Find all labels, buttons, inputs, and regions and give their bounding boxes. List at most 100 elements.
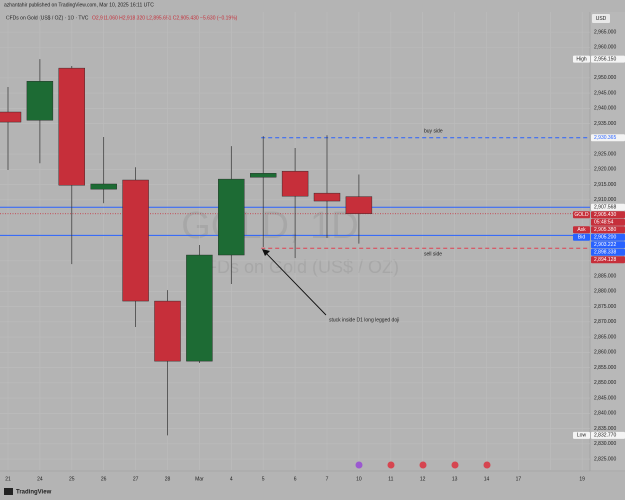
y-tick-label: 2,840.000 [594,411,616,417]
x-tick-label: 25 [69,476,75,482]
y-tick-label: 2,845.000 [594,395,616,401]
x-tick-label: 5 [262,476,265,482]
y-tick-label: 2,855.000 [594,365,616,371]
price-marker-tag [573,55,590,63]
price-marker-label: 2,905.380 [594,227,616,233]
currency[interactable]: USD [596,16,607,22]
price-marker [591,55,625,63]
published-note: azhantahir published on TradingView.com,… [4,2,154,8]
event-flag[interactable] [387,461,395,469]
price-marker-label: 2,956.150 [594,56,616,62]
y-tick-label: 2,935.000 [594,121,616,127]
y-tick-label: 2,950.000 [594,75,616,81]
x-tick-label: 19 [579,476,585,482]
candle-body [58,67,85,186]
y-tick-label: 2,875.000 [594,304,616,310]
annotation: sell side [424,251,442,257]
annotation: buy side [424,128,443,134]
x-tick-label: 12 [420,476,426,482]
watermark-subtitle: CFDs on Gold (US$ / OZ) [193,257,399,277]
x-tick-label: 13 [452,476,458,482]
y-tick-label: 2,910.000 [594,197,616,203]
price-marker [591,241,625,249]
event-flag[interactable] [483,461,491,469]
candle-body [345,196,373,214]
event-flag[interactable] [451,461,459,469]
x-tick-label: 27 [133,476,139,482]
candle-body [186,254,213,362]
price-marker-label: 2,894.128 [594,257,616,263]
candle-body [0,111,22,123]
price-marker [591,218,625,226]
y-tick-label: 2,850.000 [594,380,616,386]
candle-body [122,179,149,302]
x-tick-label: Mar [195,476,204,482]
price-marker-label: 2,930.365 [594,135,616,141]
brand-logo [4,488,13,495]
x-tick-label: 6 [294,476,297,482]
price-marker-tag [573,431,590,439]
y-tick-label: 2,880.000 [594,289,616,295]
annotation: stuck inside D1 long legged doji [329,317,399,323]
price-marker [591,431,625,439]
brand: TradingView [16,490,52,496]
price-marker [591,203,625,211]
candle-body [281,170,309,197]
candle-body [218,178,245,256]
y-tick-label: 2,830.000 [594,441,616,447]
y-tick-label: 2,870.000 [594,319,616,325]
price-marker [591,248,625,256]
y-tick-label: 2,940.000 [594,106,616,112]
price-marker-label: 2,898.338 [594,250,616,256]
price-marker-tag-label: Low [577,433,587,439]
price-marker-tag [573,233,590,241]
y-tick-label: 2,920.000 [594,167,616,173]
x-tick-label: 21 [5,476,11,482]
price-marker-tag [573,211,590,219]
price-marker [591,134,625,142]
x-tick-label: 26 [101,476,107,482]
price-marker-tag-label: GOLD [574,212,589,218]
plot [0,12,590,470]
arrow-head [262,249,270,256]
price-marker [591,226,625,234]
y-tick-label: 2,960.000 [594,45,616,51]
event-flag[interactable] [355,461,363,469]
x-tick-label: 4 [230,476,233,482]
event-flag[interactable] [419,461,427,469]
price-marker [591,233,625,241]
watermark-title: GOLD, 1D [181,205,358,247]
y-tick-label: 2,865.000 [594,334,616,340]
y-tick-label: 2,925.000 [594,151,616,157]
x-tick-label: 14 [484,476,490,482]
candle-body [249,173,277,178]
price-marker-label: 05:48:54 [594,220,614,226]
y-tick-label: 2,860.000 [594,350,616,356]
x-tick-label: 11 [388,476,393,482]
legend-values: O2,911.060 H2,918.320 L2,895.651 C2,905.… [92,15,238,21]
price-marker-label: 2,905.200 [594,235,616,241]
price-marker-tag-label: High [576,56,587,62]
arrow [263,250,327,316]
price-marker-tag-label: Ask [577,227,586,233]
x-tick-label: 7 [326,476,329,482]
y-tick-label: 2,835.000 [594,426,616,432]
y-tick-label: 2,965.000 [594,29,616,35]
x-tick-label: 17 [516,476,522,482]
x-tick-label: 24 [37,476,43,482]
currency-button[interactable] [592,14,610,23]
candle-body [313,192,341,202]
candle-body [26,81,54,121]
price-marker [591,211,625,219]
price-marker-label: 2,832.770 [594,433,616,439]
event-flags [355,461,491,469]
price-marker-tag-label: Bid [578,235,585,241]
price-marker [591,256,625,264]
x-tick-label: 10 [356,476,362,482]
price-marker-label: 2,905.430 [594,212,616,218]
y-tick-label: 2,885.000 [594,273,616,279]
y-tick-label: 2,825.000 [594,456,616,462]
price-marker-label: 2,907.568 [594,205,616,211]
